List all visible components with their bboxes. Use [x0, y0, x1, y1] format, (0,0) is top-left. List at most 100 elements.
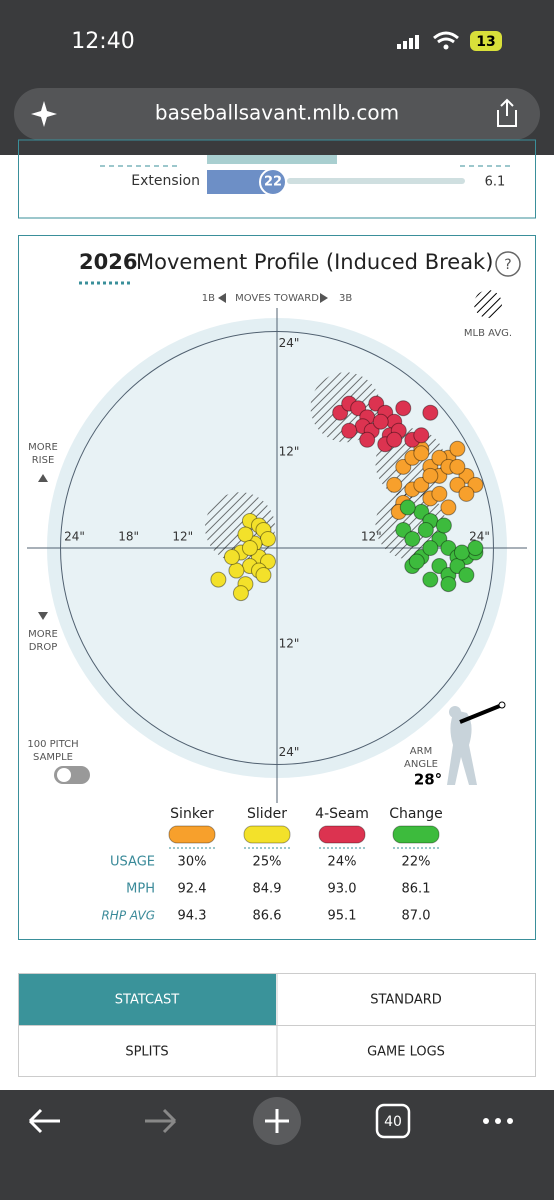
cell: 24%	[328, 855, 357, 870]
stat-label: Extension	[131, 173, 200, 189]
sample: SAMPLE	[33, 752, 73, 763]
pitch	[372, 413, 389, 430]
forward[interactable]	[145, 1108, 177, 1134]
pitch	[408, 553, 425, 570]
pitch	[386, 431, 403, 448]
x-tick-label: 18"	[118, 530, 139, 544]
sample: 100 PITCH	[27, 739, 78, 750]
cell: 30%	[178, 855, 207, 870]
legend-label: Sinker	[170, 806, 214, 822]
pitch	[223, 549, 240, 566]
menu[interactable]	[483, 1118, 513, 1124]
pitch	[228, 562, 245, 579]
pitch	[440, 576, 457, 593]
wifi	[433, 31, 459, 44]
percentile-dot	[259, 168, 287, 196]
y-tick-label: 12"	[279, 444, 300, 458]
pitch	[255, 567, 272, 584]
row-label: MPH	[126, 882, 155, 897]
mlb-avg-label: MLB AVG.	[464, 328, 512, 339]
cell: 22%	[402, 855, 431, 870]
card-title: Movement Profile (Induced Break)	[136, 250, 493, 274]
pitch	[422, 404, 439, 421]
cell: 92.4	[178, 882, 207, 897]
arm-angle: 28°	[414, 771, 442, 789]
plus[interactable]	[265, 1109, 289, 1133]
drop: DROP	[29, 642, 58, 653]
x-tick-label: 24"	[469, 530, 490, 544]
signal	[397, 35, 419, 49]
arm-angle-label: ANGLE	[404, 759, 438, 770]
help-button[interactable]	[495, 251, 521, 277]
tabs-button[interactable]	[375, 1103, 411, 1139]
card	[18, 235, 536, 940]
y-tick-label: 24"	[279, 336, 300, 350]
pitch-table: Sinker Slider 4-Seam Change USAGE 30% 25% 24% 22…	[101, 806, 442, 924]
pitch	[435, 517, 452, 534]
mlb-avg-icon	[474, 290, 502, 318]
cell: 84.9	[253, 882, 282, 897]
cell: 86.1	[402, 882, 431, 897]
legend-swatch	[168, 825, 216, 844]
tab-active[interactable]	[19, 974, 276, 1025]
row-label: USAGE	[110, 855, 155, 870]
rise: RISE	[32, 455, 55, 466]
cell: 25%	[253, 855, 282, 870]
pitch	[413, 427, 430, 444]
top-card	[18, 139, 536, 219]
ai-icon[interactable]	[31, 101, 57, 127]
battery-level: 13	[476, 34, 495, 50]
pitch	[395, 400, 412, 417]
x-tick-label: 12"	[361, 530, 382, 544]
movement-chart: 24" 18" 12" 12" 24" 24" 12" 12" 24"	[27, 308, 527, 803]
pitch	[431, 485, 448, 502]
track	[287, 178, 465, 184]
x-tick-label: 24"	[64, 530, 85, 544]
tab[interactable]: STANDARD	[370, 993, 442, 1008]
direction-text: MOVES TOWARD	[235, 293, 319, 304]
pitch	[458, 485, 475, 502]
pitch	[413, 445, 430, 462]
tab[interactable]: GAME LOGS	[367, 1045, 445, 1060]
tab-count[interactable]: 40	[384, 1114, 402, 1130]
pitch	[404, 530, 421, 547]
row-label: RHP AVG	[101, 909, 155, 923]
tab[interactable]: SPLITS	[125, 1045, 168, 1060]
cell: 95.1	[328, 909, 357, 924]
pitch	[259, 530, 276, 547]
pitcher-figure	[447, 701, 506, 785]
pitch	[422, 467, 439, 484]
pitch	[449, 440, 466, 457]
pitch	[210, 571, 227, 588]
legend-label: 4-Seam	[315, 806, 369, 822]
pitch	[422, 540, 439, 556]
help[interactable]: ?	[504, 257, 511, 273]
pitch	[232, 585, 249, 602]
toggle-knob[interactable]	[57, 768, 71, 782]
url-bar[interactable]	[14, 88, 540, 140]
pitch	[467, 540, 484, 556]
wifi	[443, 44, 449, 50]
url[interactable]: baseballsavant.mlb.com	[155, 101, 399, 125]
rise: MORE	[28, 442, 58, 453]
cell: 86.6	[253, 909, 282, 924]
pitch	[449, 458, 466, 475]
legend-swatch	[392, 825, 440, 844]
legend-swatch	[243, 825, 291, 844]
cell: 94.3	[178, 909, 207, 924]
back[interactable]	[28, 1108, 60, 1134]
pitch	[386, 476, 403, 493]
share-icon[interactable]	[497, 98, 517, 127]
pitch	[399, 499, 416, 516]
bar	[207, 155, 337, 164]
y-tick-label: 12"	[279, 637, 300, 651]
pitch	[417, 521, 434, 538]
pitch	[237, 526, 254, 543]
pitch	[359, 431, 376, 448]
direction-right: 3B	[339, 293, 352, 304]
drop: MORE	[28, 629, 58, 640]
tab[interactable]: STATCAST	[115, 993, 179, 1008]
stat-value: 6.1	[485, 175, 506, 190]
